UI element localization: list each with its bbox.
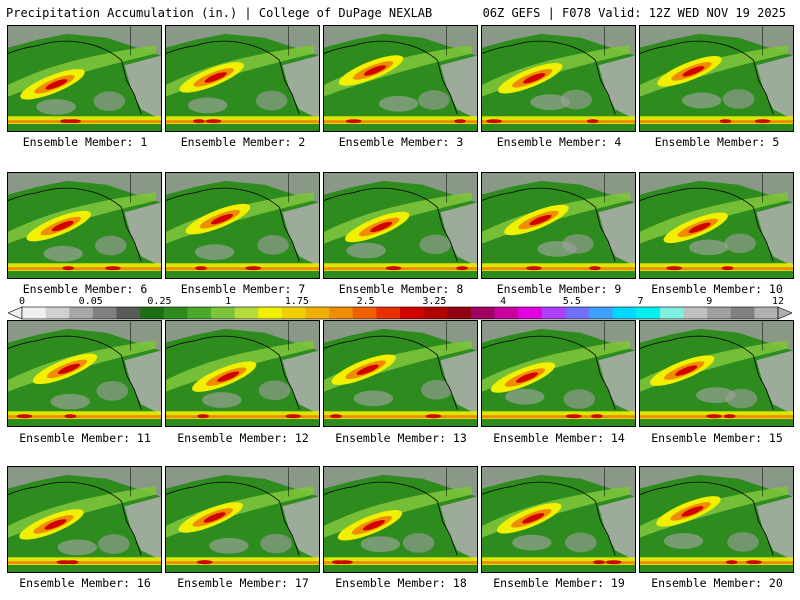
ensemble-member-label: Ensemble Member: 17 bbox=[177, 576, 309, 590]
ensemble-member-map bbox=[639, 320, 794, 427]
colorbar-swatch bbox=[589, 307, 613, 319]
ensemble-member-label: Ensemble Member: 13 bbox=[335, 431, 467, 445]
ensemble-member-label: Ensemble Member: 1 bbox=[22, 135, 148, 149]
ensemble-member-label: Ensemble Member: 9 bbox=[496, 282, 622, 296]
colorbar-swatch bbox=[140, 307, 165, 319]
colorbar-swatch bbox=[754, 307, 779, 319]
colorbar-tick-label: 9 bbox=[706, 296, 713, 307]
ensemble-member-map bbox=[323, 466, 478, 573]
colorbar-swatch bbox=[69, 307, 94, 319]
colorbar-tick-label: 12 bbox=[771, 296, 785, 307]
colorbar-swatch bbox=[541, 307, 566, 319]
colorbar-swatch bbox=[329, 307, 354, 319]
colorbar-swatch bbox=[305, 307, 330, 319]
ensemble-member-map bbox=[639, 25, 794, 132]
colorbar-tick-label: 4 bbox=[500, 296, 507, 307]
ensemble-member-label: Ensemble Member: 18 bbox=[335, 576, 467, 590]
colorbar-swatch bbox=[92, 307, 117, 319]
colorbar-swatch bbox=[45, 307, 70, 319]
colorbar-swatch bbox=[234, 307, 259, 319]
ensemble-member-label: Ensemble Member: 19 bbox=[493, 576, 625, 590]
colorbar bbox=[8, 306, 792, 320]
colorbar-min-arrow bbox=[8, 306, 23, 320]
colorbar-swatch bbox=[707, 307, 732, 319]
colorbar-swatch bbox=[211, 307, 235, 319]
ensemble-member-label: Ensemble Member: 16 bbox=[19, 576, 151, 590]
colorbar-tick-label: 5.5 bbox=[562, 296, 581, 307]
ensemble-member-map bbox=[7, 25, 162, 132]
ensemble-member-map bbox=[639, 172, 794, 279]
colorbar-labels: 0 0.05 0.25 1 1.75 2.5 3.25 4 5.5 7 9 12 bbox=[0, 296, 800, 307]
ensemble-member-map bbox=[323, 320, 478, 427]
colorbar-swatch bbox=[518, 307, 543, 319]
ensemble-member-map bbox=[323, 25, 478, 132]
colorbar-tick-label: 7 bbox=[637, 296, 644, 307]
ensemble-member-label: Ensemble Member: 8 bbox=[338, 282, 464, 296]
colorbar-tick-label: 3.25 bbox=[422, 296, 447, 307]
ensemble-member-map bbox=[481, 466, 636, 573]
ensemble-member-map bbox=[7, 172, 162, 279]
colorbar-swatch bbox=[612, 307, 637, 319]
ensemble-member-label: Ensemble Member: 14 bbox=[493, 431, 625, 445]
ensemble-member-map bbox=[7, 320, 162, 427]
colorbar-swatch bbox=[376, 307, 401, 319]
colorbar-swatch bbox=[730, 307, 755, 319]
colorbar-swatch bbox=[187, 307, 212, 319]
ensemble-member-map bbox=[165, 172, 320, 279]
ensemble-member-label: Ensemble Member: 6 bbox=[22, 282, 148, 296]
ensemble-member-map bbox=[481, 25, 636, 132]
colorbar-tick-label: 0 bbox=[18, 296, 26, 307]
ensemble-member-label: Ensemble Member: 7 bbox=[180, 282, 306, 296]
colorbar-swatch bbox=[447, 307, 472, 319]
product-title: Precipitation Accumulation (in.) | Colle… bbox=[6, 6, 433, 20]
colorbar-swatch bbox=[636, 307, 661, 319]
colorbar-swatch bbox=[116, 307, 141, 319]
ensemble-member-label: Ensemble Member: 11 bbox=[19, 431, 151, 445]
colorbar-tick-label: 1.75 bbox=[284, 296, 309, 307]
ensemble-member-label: Ensemble Member: 4 bbox=[496, 135, 622, 149]
header: Precipitation Accumulation (in.) | Colle… bbox=[0, 0, 800, 24]
colorbar-swatch bbox=[565, 307, 590, 319]
colorbar-swatch bbox=[494, 307, 519, 319]
ensemble-member-map bbox=[481, 172, 636, 279]
colorbar-tick-label: 1 bbox=[225, 296, 232, 307]
ensemble-member-label: Ensemble Member: 20 bbox=[651, 576, 783, 590]
ensemble-member-map bbox=[165, 466, 320, 573]
colorbar-swatch bbox=[281, 307, 306, 319]
colorbar-tick-label: 2.5 bbox=[356, 296, 375, 307]
colorbar-tick-label: 0.25 bbox=[147, 296, 172, 307]
colorbar-max-arrow bbox=[777, 306, 792, 320]
ensemble-member-map bbox=[481, 320, 636, 427]
ensemble-member-label: Ensemble Member: 3 bbox=[338, 135, 464, 149]
ensemble-member-label: Ensemble Member: 12 bbox=[177, 431, 309, 445]
ensemble-member-map bbox=[323, 172, 478, 279]
colorbar-swatch bbox=[22, 307, 46, 319]
colorbar-swatch bbox=[659, 307, 684, 319]
ensemble-member-map bbox=[165, 25, 320, 132]
colorbar-swatch bbox=[163, 307, 188, 319]
colorbar-tick-label: 0.05 bbox=[78, 296, 103, 307]
run-valid-time: 06Z GEFS | F078 Valid: 12Z WED NOV 19 20… bbox=[482, 6, 786, 20]
colorbar-swatch bbox=[423, 307, 448, 319]
ensemble-member-label: Ensemble Member: 15 bbox=[651, 431, 783, 445]
colorbar-swatch bbox=[400, 307, 424, 319]
colorbar-swatch bbox=[470, 307, 495, 319]
ensemble-member-map bbox=[7, 466, 162, 573]
colorbar-swatch bbox=[258, 307, 283, 319]
ensemble-member-map bbox=[165, 320, 320, 427]
ensemble-member-label: Ensemble Member: 10 bbox=[651, 282, 783, 296]
ensemble-member-map bbox=[639, 466, 794, 573]
colorbar-swatch bbox=[352, 307, 377, 319]
ensemble-member-label: Ensemble Member: 5 bbox=[654, 135, 780, 149]
colorbar-swatch bbox=[683, 307, 708, 319]
ensemble-member-label: Ensemble Member: 2 bbox=[180, 135, 306, 149]
